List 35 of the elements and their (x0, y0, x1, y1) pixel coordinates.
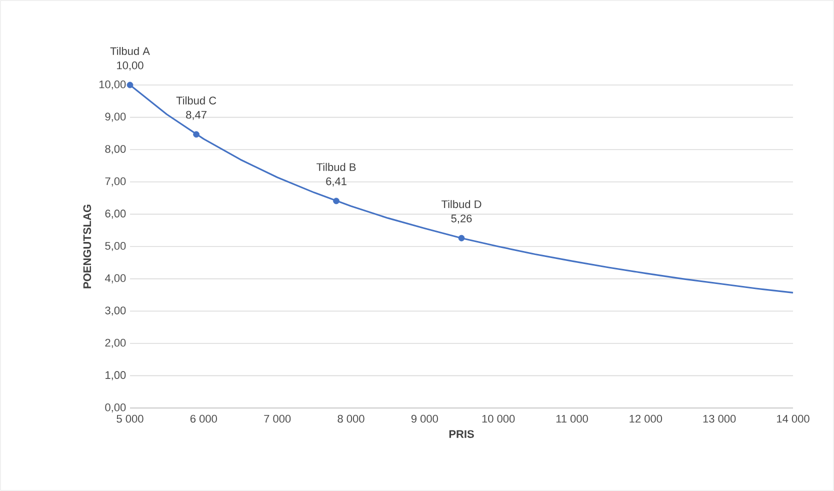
y-tick-label: 9,00 (105, 112, 126, 122)
x-tick-label: 6 000 (190, 414, 217, 423)
x-axis-title: PRIS (449, 430, 474, 438)
x-tick-label: 13 000 (703, 414, 736, 423)
x-tick-label: 14 000 (777, 414, 810, 423)
y-tick-label: 6,00 (105, 210, 126, 219)
point (458, 234, 465, 242)
x-tick-label: 10 000 (482, 414, 515, 423)
x-tick-label: 9 000 (411, 414, 438, 423)
point (126, 82, 134, 88)
y-axis-title: POENGUTSLAG (83, 204, 92, 288)
x-tick-label: 11 000 (556, 414, 588, 423)
data-label: 10,00 (117, 61, 144, 71)
y-tick-label: 2,00 (105, 338, 126, 348)
y-tick-label: 10,00 (99, 80, 126, 90)
annotation: Tilbud A (110, 46, 150, 56)
y-tick-label: 3,00 (105, 306, 126, 316)
y-tick-label: 7,00 (105, 177, 126, 186)
x-tick-label: 7 000 (264, 414, 291, 423)
point (333, 198, 340, 204)
annotation: Tilbud C (176, 96, 216, 104)
point (193, 131, 200, 138)
x-tick-label: 5 000 (116, 414, 144, 423)
data-label: 8,47 (186, 110, 206, 120)
y-tick-label: 0,00 (105, 403, 126, 413)
data-label: 5,26 (451, 214, 472, 224)
data-label: 6,41 (326, 177, 346, 187)
y-tick-label: 5,00 (105, 242, 126, 252)
annotation: Tilbud B (316, 162, 356, 171)
annotation: Tilbud D (441, 200, 482, 208)
y-tick-label: 4,00 (104, 274, 126, 284)
x-tick-label: 12 000 (630, 414, 662, 423)
y-tick-label: 1,00 (106, 371, 126, 380)
y-tick-label: 8,00 (105, 145, 126, 154)
x-tick-label: 8 000 (338, 414, 364, 423)
